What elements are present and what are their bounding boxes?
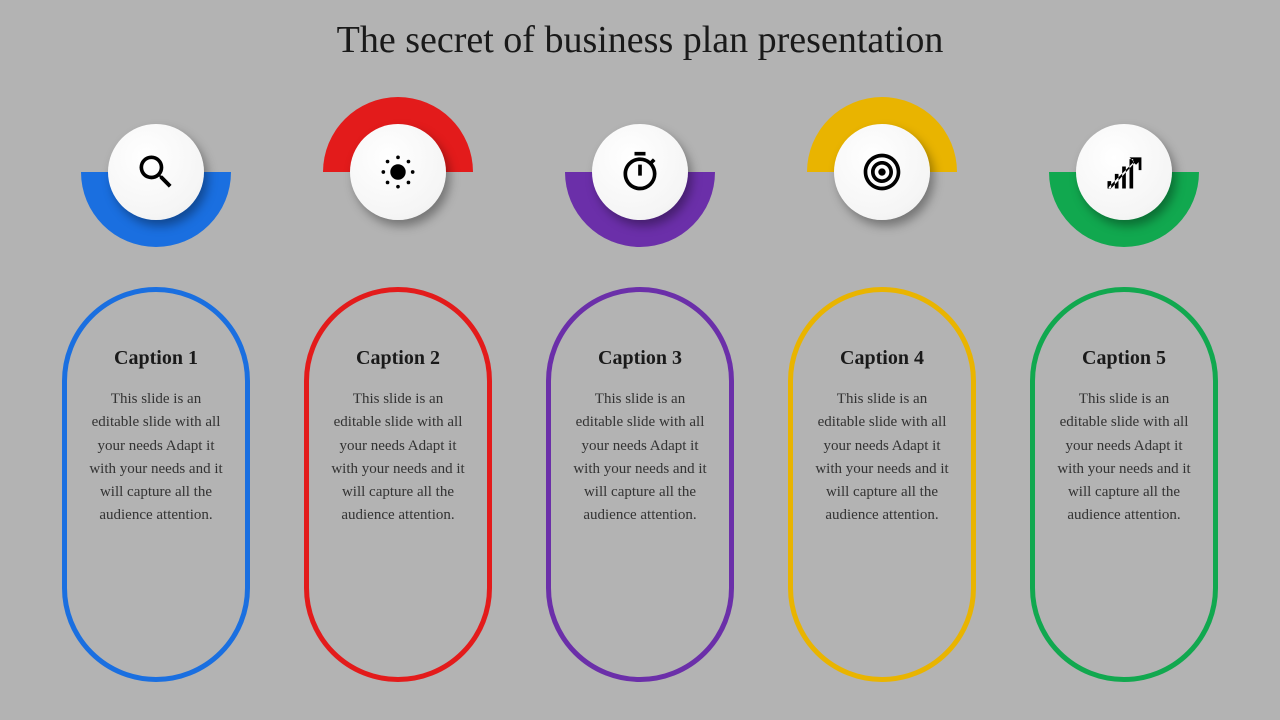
pill-4: Caption 4 This slide is an editable slid… — [788, 287, 976, 682]
stopwatch-icon — [618, 150, 662, 194]
column-3: Caption 3 This slide is an editable slid… — [545, 97, 735, 682]
body-3: This slide is an editable slide with all… — [551, 388, 729, 528]
caption-5: Caption 5 — [1082, 347, 1166, 370]
target-icon — [860, 150, 904, 194]
columns-container: Caption 1 This slide is an editable slid… — [0, 97, 1280, 682]
icon-circle-1 — [108, 124, 204, 220]
caption-4: Caption 4 — [840, 347, 924, 370]
icon-circle-5 — [1076, 124, 1172, 220]
body-4: This slide is an editable slide with all… — [793, 388, 971, 528]
medallion-4 — [807, 97, 957, 247]
pill-3: Caption 3 This slide is an editable slid… — [546, 287, 734, 682]
medallion-3 — [565, 97, 715, 247]
column-5: Caption 5 This slide is an editable slid… — [1029, 97, 1219, 682]
body-5: This slide is an editable slide with all… — [1035, 388, 1213, 528]
column-1: Caption 1 This slide is an editable slid… — [61, 97, 251, 682]
medallion-2 — [323, 97, 473, 247]
body-2: This slide is an editable slide with all… — [309, 388, 487, 528]
column-2: Caption 2 This slide is an editable slid… — [303, 97, 493, 682]
page-title: The secret of business plan presentation — [0, 0, 1280, 62]
caption-3: Caption 3 — [598, 347, 682, 370]
caption-2: Caption 2 — [356, 347, 440, 370]
icon-circle-4 — [834, 124, 930, 220]
pill-2: Caption 2 This slide is an editable slid… — [304, 287, 492, 682]
body-1: This slide is an editable slide with all… — [67, 388, 245, 528]
pill-1: Caption 1 This slide is an editable slid… — [62, 287, 250, 682]
magnifier-icon — [134, 150, 178, 194]
medallion-5 — [1049, 97, 1199, 247]
lightbulb-icon — [376, 150, 420, 194]
pill-5: Caption 5 This slide is an editable slid… — [1030, 287, 1218, 682]
caption-1: Caption 1 — [114, 347, 198, 370]
column-4: Caption 4 This slide is an editable slid… — [787, 97, 977, 682]
growth-icon — [1102, 150, 1146, 194]
icon-circle-2 — [350, 124, 446, 220]
medallion-1 — [81, 97, 231, 247]
icon-circle-3 — [592, 124, 688, 220]
